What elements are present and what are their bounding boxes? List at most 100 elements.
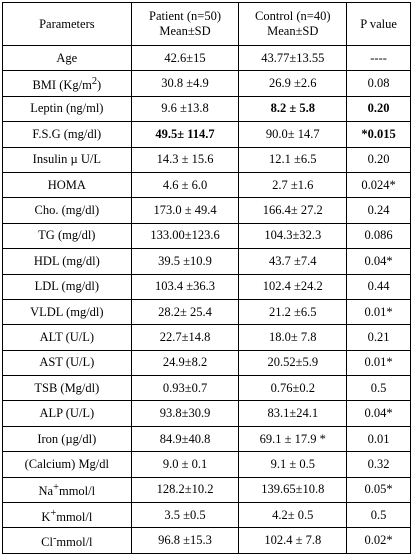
table-row: LDL (mg/dl) 103.4 ±36.3 102.4 ±24.2 0.44 [2,273,411,300]
param-cell: AST (U/L) [2,349,132,377]
p-value-cell: *0.015 [346,121,411,148]
table-row: HDL (mg/dl) 39.5 ±10.9 43.7 ±7.4 0.04* [2,248,411,275]
p-value-cell: ---- [346,44,411,72]
p-value-cell: 0.32 [346,451,411,478]
table-row: K+mmol/l 3.5 ±0.5 4.2± 0.5 0.5 [2,502,411,529]
control-cell: 90.0± 14.7 [238,121,348,148]
header-patient-line1: Patient (n=50) [149,9,221,23]
header-control-line2: Mean±SD [267,24,319,38]
table-row: BMI (Kg/m2) 30.8 ±4.9 26.9 ±2.6 0.08 [2,70,411,97]
table-row: AST (U/L) 24.9±8.2 20.52±5.9 0.01* [2,349,411,377]
table-row: TG (mg/dl) 133.00±123.6 104.3±32.3 0.086 [2,222,411,250]
control-cell: 69.1 ± 17.9 * [238,425,348,453]
table-row: Cho. (mg/dl) 173.0 ± 49.4 166.4± 27.2 0.… [2,197,411,224]
param-cell: BMI (Kg/m2) [2,70,132,97]
p-value-cell: 0.05* [346,476,411,504]
param-cell: ALP (U/L) [2,400,132,427]
control-cell: 102.4 ±24.2 [238,273,348,300]
header-control: Control (n=40) Mean±SD [238,2,348,46]
control-cell: 18.0± 7.8 [238,324,348,351]
control-cell: 43.77±13.55 [238,44,348,72]
patient-cell: 93.8±30.9 [130,400,240,427]
table-row: Leptin (ng/ml) 9.6 ±13.8 8.2 ± 5.8 0.20 [2,95,411,123]
p-value-cell: 0.01 [346,425,411,453]
p-value-cell: 0.01* [346,349,411,377]
patient-cell: 173.0 ± 49.4 [130,197,240,224]
param-cell: Age [2,44,132,72]
patient-cell: 9.0 ± 0.1 [130,451,240,478]
table-row: Na+mmol/l 128.2±10.2 139.65±10.8 0.05* [2,476,411,504]
control-cell: 104.3±32.3 [238,222,348,250]
patient-cell: 3.5 ±0.5 [130,502,240,529]
p-value-cell: 0.086 [346,222,411,250]
header-patient: Patient (n=50) Mean±SD [130,2,240,46]
param-text-suffix: mmol/l [56,535,93,550]
patient-cell: 30.8 ±4.9 [130,70,240,97]
param-cell: Iron (µg/dl) [2,425,132,453]
table-row: Iron (µg/dl) 84.9±40.8 69.1 ± 17.9 * 0.0… [2,425,411,453]
p-value-cell: 0.02* [346,527,411,554]
param-cell: HDL (mg/dl) [2,248,132,275]
control-cell: 83.1±24.1 [238,400,348,427]
param-cell: Insulin µ U/L [2,146,132,173]
param-cell: HOMA [2,171,132,199]
header-control-line1: Control (n=40) [255,9,331,23]
patient-cell: 96.8 ±15.3 [130,527,240,554]
param-cell: K+mmol/l [2,502,132,529]
patient-cell: 128.2±10.2 [130,476,240,504]
patient-cell: 14.3 ± 15.6 [130,146,240,173]
control-cell: 12.1 ±6.5 [238,146,348,173]
p-value-cell: 0.08 [346,70,411,97]
patient-cell: 103.4 ±36.3 [130,273,240,300]
control-cell: 20.52±5.9 [238,349,348,377]
patient-cell: 4.6 ± 6.0 [130,171,240,199]
param-text: Na [38,484,54,499]
param-cell: LDL (mg/dl) [2,273,132,300]
patient-cell: 133.00±123.6 [130,222,240,250]
header-parameters: Parameters [2,2,132,46]
header-row: Parameters Patient (n=50) Mean±SD Contro… [2,2,411,46]
param-cell: (Calcium) Mg/dl [2,451,132,478]
control-cell: 2.7 ±1.6 [238,171,348,199]
param-superscript: 2 [91,76,98,87]
table-row: Age 42.6±15 43.77±13.55 ---- [2,44,411,72]
p-value-cell: 0.20 [346,146,411,173]
param-superscript: + [50,507,57,519]
control-cell: 9.1 ± 0.5 [238,451,348,478]
p-value-cell: 0.20 [346,95,411,123]
table-row: ALT (U/L) 22.7±14.8 18.0± 7.8 0.21 [2,324,411,351]
param-cell: TSB (Mg/dl) [2,375,132,402]
control-cell: 43.7 ±7.4 [238,248,348,275]
p-value-cell: 0.5 [346,375,411,402]
p-value-cell: 0.5 [346,502,411,529]
patient-cell: 39.5 ±10.9 [130,248,240,275]
p-value-cell: 0.44 [346,273,411,300]
param-cell: F.S.G (mg/dl) [2,121,132,148]
patient-cell: 22.7±14.8 [130,324,240,351]
table-row: HOMA 4.6 ± 6.0 2.7 ±1.6 0.024* [2,171,411,199]
param-text: BMI (Kg/m [32,78,92,93]
control-cell: 166.4± 27.2 [238,197,348,224]
table-row: Insulin µ U/L 14.3 ± 15.6 12.1 ±6.5 0.20 [2,146,411,173]
control-cell: 21.2 ±6.5 [238,298,348,326]
p-value-cell: 0.24 [346,197,411,224]
p-value-cell: 0.21 [346,324,411,351]
param-superscript: - [52,533,57,545]
table-row: F.S.G (mg/dl) 49.5± 114.7 90.0± 14.7 *0.… [2,121,411,148]
control-cell: 0.76±0.2 [238,375,348,402]
patient-cell: 42.6±15 [130,44,240,72]
param-text: K [41,509,51,524]
param-cell: Cho. (mg/dl) [2,197,132,224]
control-cell: 102.4 ± 7.8 [238,527,348,554]
p-value-cell: 0.01* [346,298,411,326]
patient-cell: 24.9±8.2 [130,349,240,377]
patient-cell: 49.5± 114.7 [130,121,240,148]
control-cell: 26.9 ±2.6 [238,70,348,97]
table-row: (Calcium) Mg/dl 9.0 ± 0.1 9.1 ± 0.5 0.32 [2,451,411,478]
param-cell: Leptin (ng/ml) [2,95,132,123]
header-patient-line2: Mean±SD [159,24,211,38]
param-cell: VLDL (mg/dl) [2,298,132,326]
param-text-suffix: ) [97,78,102,93]
p-value-cell: 0.04* [346,400,411,427]
